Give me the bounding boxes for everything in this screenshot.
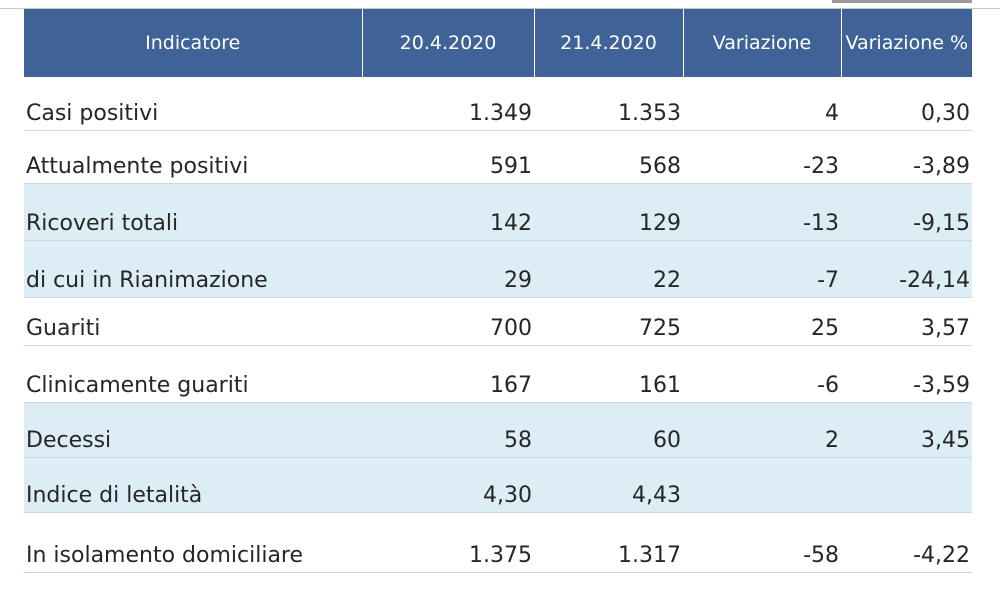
cell-variazione-pct: -9,15 bbox=[841, 183, 972, 241]
cell-date-2: 129 bbox=[534, 183, 683, 241]
cell-variazione-pct bbox=[841, 457, 972, 513]
cell-date-2: 4,43 bbox=[534, 457, 683, 513]
cell-variazione-pct: -24,14 bbox=[841, 240, 972, 298]
cell-variazione: -7 bbox=[683, 240, 841, 298]
header-date-1: 20.4.2020 bbox=[362, 9, 535, 77]
top-border bbox=[0, 0, 1000, 9]
cell-variazione: 4 bbox=[683, 77, 841, 131]
row-label: Clinicamente guariti bbox=[24, 345, 362, 403]
table-row: Ricoveri totali 142 129 -13 -9,15 bbox=[24, 183, 972, 241]
cell-date-2: 161 bbox=[534, 345, 683, 403]
cell-date-2: 60 bbox=[534, 402, 683, 458]
cell-date-2: 1.353 bbox=[534, 77, 683, 131]
cell-variazione bbox=[683, 457, 841, 513]
header-indicatore: Indicatore bbox=[24, 9, 363, 77]
cell-variazione-pct: 3,57 bbox=[841, 297, 972, 346]
cell-date-1: 591 bbox=[362, 130, 534, 184]
cell-variazione-pct: -3,89 bbox=[841, 130, 972, 184]
cell-date-2: 725 bbox=[534, 297, 683, 346]
row-label: Guariti bbox=[24, 297, 362, 346]
cell-variazione-pct: -4,22 bbox=[841, 512, 972, 573]
bottom-edge bbox=[24, 584, 972, 600]
cell-date-2: 568 bbox=[534, 130, 683, 184]
cell-date-1: 29 bbox=[362, 240, 534, 298]
cell-variazione: 2 bbox=[683, 402, 841, 458]
cell-variazione-pct: -3,59 bbox=[841, 345, 972, 403]
data-table: Indicatore 20.4.2020 21.4.2020 Variazion… bbox=[24, 9, 972, 573]
table-row: Attualmente positivi 591 568 -23 -3,89 bbox=[24, 130, 972, 184]
cell-date-2: 22 bbox=[534, 240, 683, 298]
table-row: In isolamento domiciliare 1.375 1.317 -58 -4… bbox=[24, 512, 972, 573]
table-row: Guariti 700 725 25 3,57 bbox=[24, 297, 972, 346]
row-label: Casi positivi bbox=[24, 77, 362, 131]
row-label: Indice di letalità bbox=[24, 457, 362, 513]
cell-variazione: -6 bbox=[683, 345, 841, 403]
row-label: Attualmente positivi bbox=[24, 130, 362, 184]
row-label: In isolamento domiciliare bbox=[24, 512, 362, 573]
header-variazione-pct: Variazione % bbox=[841, 9, 972, 77]
top-tab-indicator bbox=[832, 0, 972, 3]
table-body: Casi positivi 1.349 1.353 4 0,30 Attualmente … bbox=[24, 77, 972, 573]
table-row: Indice di letalità 4,30 4,43 bbox=[24, 457, 972, 513]
header-variazione: Variazione bbox=[683, 9, 842, 77]
cell-date-1: 1.349 bbox=[362, 77, 534, 131]
header-date-2: 21.4.2020 bbox=[534, 9, 684, 77]
cell-date-1: 167 bbox=[362, 345, 534, 403]
table-row: di cui in Rianimazione 29 22 -7 -24,14 bbox=[24, 240, 972, 298]
table-row: Decessi 58 60 2 3,45 bbox=[24, 402, 972, 458]
row-label: Decessi bbox=[24, 402, 362, 458]
cell-date-1: 1.375 bbox=[362, 512, 534, 573]
cell-variazione-pct: 0,30 bbox=[841, 77, 972, 131]
table-row: Casi positivi 1.349 1.353 4 0,30 bbox=[24, 77, 972, 131]
header-row: Indicatore 20.4.2020 21.4.2020 Variazion… bbox=[24, 9, 972, 77]
cell-date-1: 4,30 bbox=[362, 457, 534, 513]
cell-variazione: -13 bbox=[683, 183, 841, 241]
cell-date-1: 142 bbox=[362, 183, 534, 241]
cell-variazione: -58 bbox=[683, 512, 841, 573]
table-row: Clinicamente guariti 167 161 -6 -3,59 bbox=[24, 345, 972, 403]
row-label: di cui in Rianimazione bbox=[24, 240, 362, 298]
cell-date-1: 700 bbox=[362, 297, 534, 346]
cell-variazione-pct: 3,45 bbox=[841, 402, 972, 458]
cell-date-1: 58 bbox=[362, 402, 534, 458]
row-label: Ricoveri totali bbox=[24, 183, 362, 241]
cell-variazione: -23 bbox=[683, 130, 841, 184]
table-header: Indicatore 20.4.2020 21.4.2020 Variazion… bbox=[24, 9, 972, 77]
cell-date-2: 1.317 bbox=[534, 512, 683, 573]
cell-variazione: 25 bbox=[683, 297, 841, 346]
